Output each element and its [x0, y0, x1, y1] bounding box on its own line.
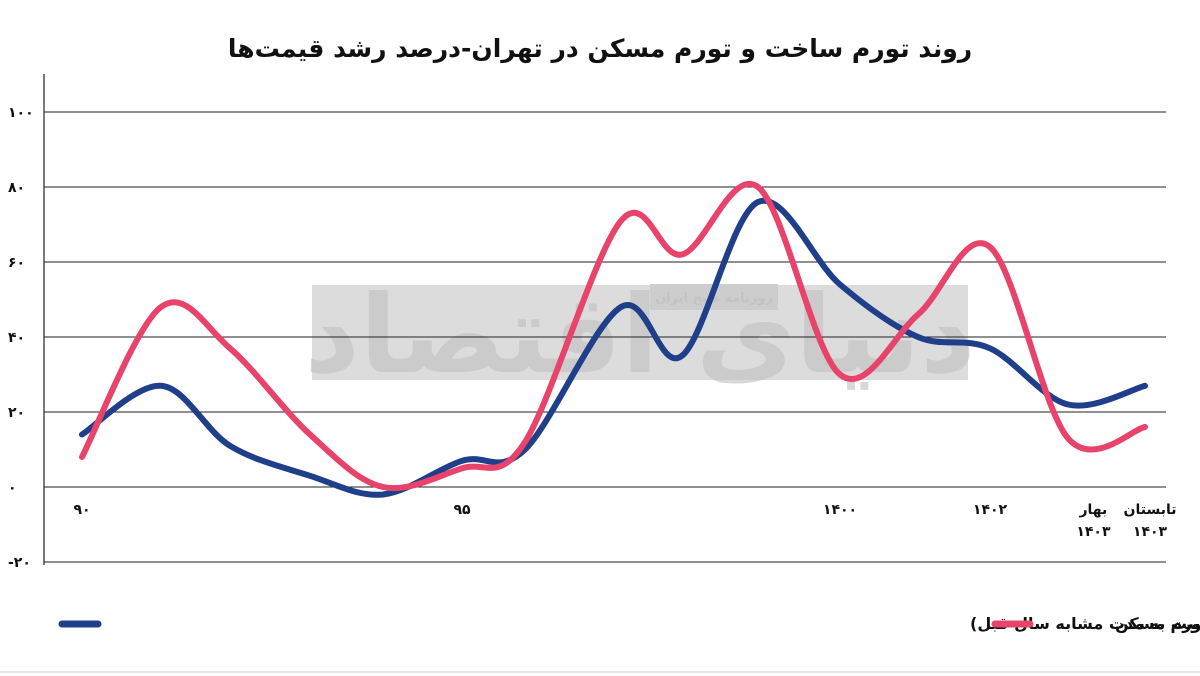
x-tick-label: تابستان	[1124, 502, 1177, 518]
y-tick-label: ۱۰۰	[8, 105, 34, 121]
y-tick-label: ۰	[8, 480, 17, 496]
series-line-housing-inflation	[79, 181, 1148, 492]
x-tick-label: ۹۰	[73, 502, 90, 518]
watermark-main-text: دنیای اقتصاد	[304, 273, 975, 398]
y-tick-label: ۲۰	[8, 405, 25, 421]
legend-label-construction-inflation: تورم ساخت مسکن در تهران (درصد تغییرات شا…	[970, 614, 1200, 633]
watermark: دنیای اقتصاد روزنامه صبح ایران	[304, 273, 975, 398]
x-axis-ticks: ۹۰ ۹۵ ۱۴۰۰ ۱۴۰۲ بهار ۱۴۰۳ تابستان ۱۴۰۳	[73, 502, 1176, 540]
gridlines	[43, 74, 1166, 565]
x-tick-label: ۱۴۰۰	[823, 502, 857, 518]
x-tick-label: بهار	[1078, 502, 1107, 518]
y-tick-label: ۸۰	[8, 180, 25, 196]
legend-label-housing-inflation: تورم مسکن	[1115, 614, 1200, 633]
series-lines	[79, 181, 1148, 498]
chart-title: روند تورم ساخت و تورم مسکن در تهران-درصد…	[228, 34, 972, 64]
y-tick-label: ۶۰	[8, 255, 25, 271]
y-tick-label: -۲۰	[8, 555, 31, 571]
x-tick-label: ۱۴۰۳	[1076, 524, 1111, 540]
watermark-sub-text: روزنامه صبح ایران	[655, 291, 773, 306]
series-line-construction-inflation	[79, 197, 1148, 498]
x-tick-label: ۱۴۰۳	[1133, 524, 1168, 540]
x-tick-label: ۱۴۰۲	[973, 502, 1008, 518]
legend: تورم ساخت مسکن در تهران (درصد تغییرات شا…	[58, 614, 1200, 633]
y-axis-ticks: ۱۰۰ ۸۰ ۶۰ ۴۰ ۲۰ ۰ -۲۰	[8, 105, 34, 571]
y-tick-label: ۴۰	[8, 330, 25, 346]
x-tick-label: ۹۵	[453, 502, 471, 518]
